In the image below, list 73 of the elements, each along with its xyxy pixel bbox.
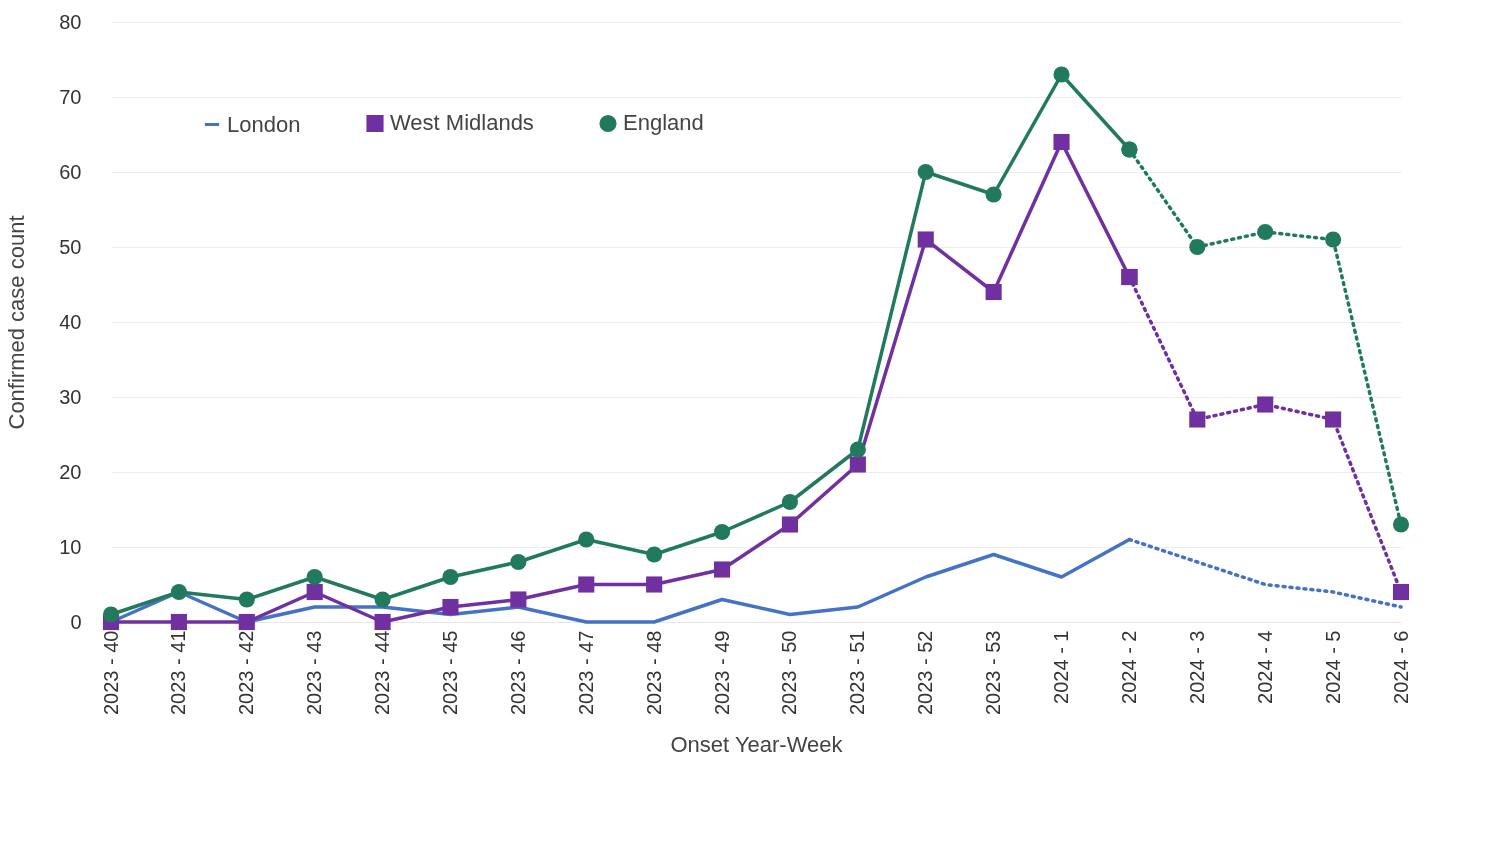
- point: [985, 283, 1002, 301]
- point: [238, 613, 255, 631]
- point: [781, 493, 799, 511]
- point: [1053, 133, 1070, 151]
- y-tick-label: 60: [59, 160, 82, 183]
- point: [442, 568, 459, 586]
- x-tick-label: 2023 - 44: [371, 630, 394, 716]
- x-tick-label: 2023 - 48: [642, 630, 665, 716]
- x-tick-label: 2024 - 3: [1185, 630, 1208, 704]
- point: [713, 561, 731, 578]
- x-tick-label: 2023 - 46: [506, 630, 529, 716]
- x-axis-title: Onset Year-Week: [670, 732, 844, 758]
- x-tick-label: 2024 - 2: [1117, 630, 1140, 704]
- point: [1392, 583, 1410, 601]
- x-tick-label: 2023 - 53: [982, 630, 1005, 716]
- x-tick-label: 2024 - 1: [1050, 630, 1073, 704]
- x-tick-label: 2023 - 45: [438, 630, 461, 716]
- point: [1121, 268, 1138, 286]
- x-tick-label: 2023 - 47: [574, 630, 597, 716]
- point: [849, 441, 866, 458]
- y-tick-label: 50: [59, 235, 82, 258]
- x-tick-label: 2023 - 51: [846, 630, 869, 716]
- x-tick-label: 2024 - 6: [1389, 630, 1412, 704]
- y-tick-label: 10: [59, 535, 82, 558]
- point: [917, 163, 934, 181]
- point: [510, 591, 527, 608]
- point: [1257, 223, 1274, 241]
- point: [578, 531, 595, 548]
- point: [1392, 516, 1410, 533]
- y-tick-label: 80: [59, 10, 82, 33]
- x-tick-label: 2023 - 43: [303, 630, 326, 716]
- x-tick-label: 2023 - 41: [167, 630, 190, 716]
- point: [1257, 396, 1274, 413]
- point: [374, 613, 391, 631]
- x-tick-label: 2023 - 42: [235, 630, 258, 716]
- point: [578, 576, 595, 593]
- y-axis-title: Confirmed case count: [4, 215, 30, 430]
- legend-label: England: [623, 110, 704, 136]
- point: [849, 456, 866, 473]
- y-tick-label: 70: [59, 85, 82, 108]
- point: [917, 231, 934, 248]
- point: [306, 583, 323, 601]
- point: [170, 583, 187, 601]
- x-tick-label: 2023 - 49: [710, 630, 733, 716]
- point: [1121, 141, 1138, 158]
- legend-label: West Midlands: [390, 110, 534, 136]
- x-tick-label: 2023 - 40: [99, 630, 122, 716]
- legend-label: London: [227, 111, 301, 137]
- point: [985, 186, 1002, 203]
- point: [1053, 66, 1070, 83]
- point: [306, 568, 323, 586]
- y-tick-label: 0: [70, 610, 82, 633]
- point: [238, 591, 255, 608]
- x-tick-label: 2024 - 5: [1321, 630, 1344, 704]
- point: [170, 613, 187, 631]
- x-tick-label: 2024 - 4: [1253, 630, 1276, 704]
- x-tick-label: 2023 - 50: [778, 630, 801, 716]
- point: [1325, 231, 1342, 248]
- y-tick-label: 40: [59, 310, 82, 333]
- point: [510, 553, 527, 571]
- point: [1189, 411, 1206, 428]
- point: [646, 546, 663, 563]
- point: [713, 523, 731, 541]
- point: [646, 576, 663, 593]
- point: [781, 516, 799, 533]
- point: [102, 606, 120, 623]
- point: [1325, 411, 1342, 428]
- point: [1189, 238, 1206, 256]
- y-tick-label: 30: [59, 385, 82, 408]
- x-tick-label: 2023 - 52: [914, 630, 937, 716]
- point: [442, 598, 459, 616]
- point: [374, 591, 391, 608]
- y-tick-label: 20: [59, 460, 82, 483]
